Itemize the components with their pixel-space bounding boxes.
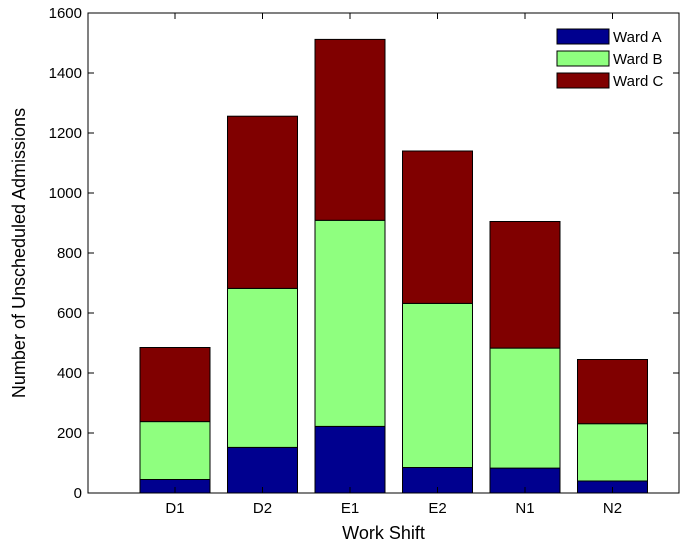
bar-d1-series-2	[139, 421, 211, 481]
bar-e1-series-3	[314, 38, 386, 221]
bar-n2-series-3	[577, 359, 648, 425]
y-tick-label: 800	[57, 245, 82, 262]
bar-d2-series-1	[227, 446, 298, 494]
bar-d2-series-3	[227, 115, 298, 289]
bar-d2-series-2	[227, 287, 298, 448]
y-tick-label: 1600	[49, 5, 82, 22]
bar-n1-series-2	[489, 347, 561, 469]
legend-label: Ward B	[613, 51, 662, 68]
y-tick-label: 400	[57, 365, 82, 382]
bar-n1-series-3	[489, 221, 561, 349]
x-tick-label: E1	[341, 500, 359, 517]
bar-e1-series-1	[314, 425, 386, 494]
y-tick-label: 1400	[49, 65, 82, 82]
bar-e1-series-2	[314, 219, 386, 427]
bars-layer	[139, 38, 648, 494]
x-tick-label: D1	[165, 500, 184, 517]
x-tick-label: D2	[253, 500, 272, 517]
bar-d1-series-3	[139, 347, 211, 423]
legend-label: Ward A	[613, 29, 662, 46]
x-tick-label: N2	[603, 500, 622, 517]
legend-swatch	[556, 50, 610, 67]
x-axis-label: Work Shift	[342, 523, 425, 543]
bar-n2-series-2	[577, 423, 648, 482]
legend-swatch	[556, 28, 610, 45]
ticks-layer: 0 200 400 600 800 1000 1200 1400 1600 D1 D2 E1 E2 N1 N…	[49, 5, 679, 517]
y-tick-label: 0	[74, 485, 82, 502]
bar-e2-series-3	[402, 150, 473, 304]
y-tick-label: 1200	[49, 125, 82, 142]
y-tick-label: 1000	[49, 185, 82, 202]
y-tick-label: 200	[57, 425, 82, 442]
bar-e2-series-2	[402, 302, 473, 468]
x-tick-label: E2	[428, 500, 446, 517]
y-axis-label: Number of Unscheduled Admissions	[9, 108, 29, 398]
y-tick-label: 600	[57, 305, 82, 322]
legend-label: Ward C	[613, 73, 663, 90]
legend-swatch	[556, 72, 610, 89]
x-tick-label: N1	[515, 500, 534, 517]
legend: Ward A Ward B Ward C	[551, 23, 673, 93]
